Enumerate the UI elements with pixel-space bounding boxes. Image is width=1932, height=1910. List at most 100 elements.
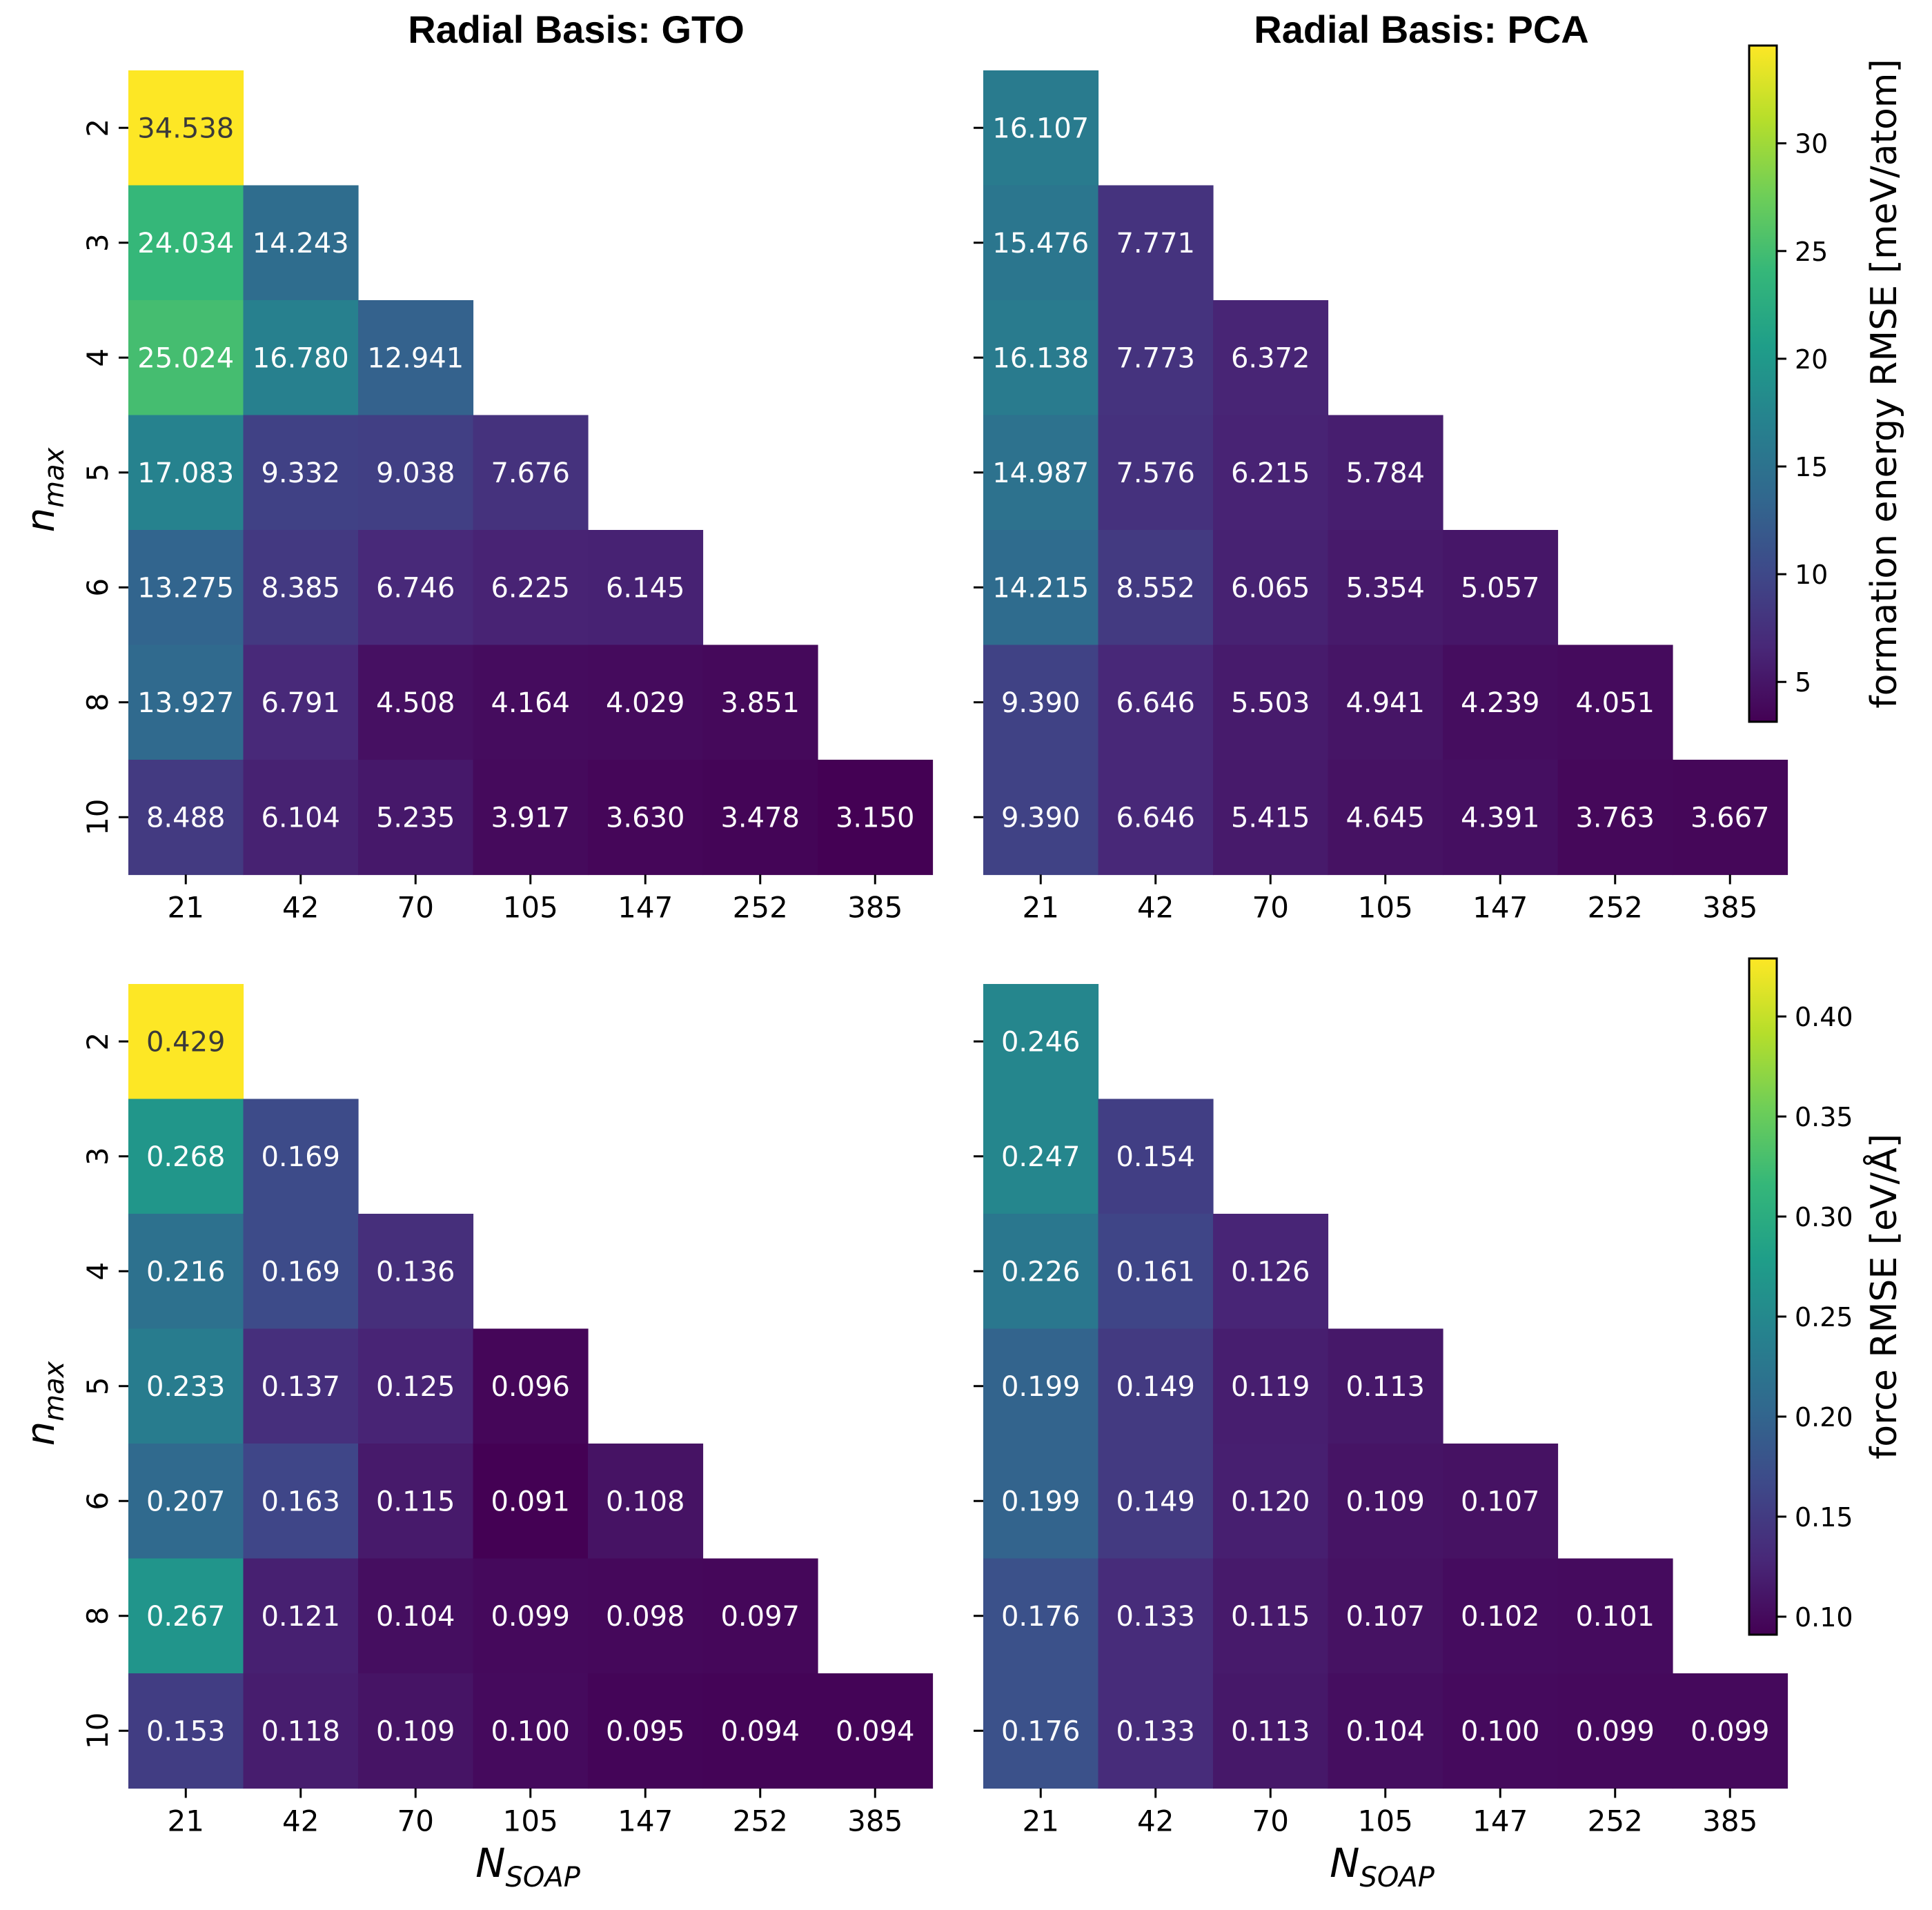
y-tick-label: 4: [81, 1262, 115, 1281]
heatmap-panel-gto-energy: 34.538 24.034 14.243 25.024 16.780 12.941 17.0…: [81, 70, 934, 925]
x-tick-label: 385: [847, 891, 903, 925]
cell-value-label: 6.065: [1231, 572, 1310, 604]
y-axis-label-top-sub: max: [39, 447, 70, 507]
x-axis-label-gto-sub: SOAP: [506, 1862, 581, 1893]
cell-value-label: 0.095: [606, 1715, 685, 1747]
heatmap-cell: [1098, 760, 1214, 876]
cell-value-label: 0.119: [1231, 1371, 1310, 1403]
heatmap-cell: [983, 760, 1099, 876]
cell-value-label: 0.199: [1001, 1486, 1081, 1517]
heatmap-cell: [358, 1558, 474, 1674]
x-tick-label: 252: [1588, 1804, 1643, 1838]
colorbar-force-label: force RMSE [eV/Å]: [1862, 1134, 1905, 1459]
heatmap-cell: [983, 644, 1099, 760]
heatmap-cell: [473, 760, 589, 876]
heatmap-cell: [818, 1673, 934, 1789]
heatmap-cell: [1443, 1444, 1559, 1559]
heatmap-cell: [473, 1558, 589, 1674]
heatmap-cell: [473, 1444, 589, 1559]
cell-value-label: 24.034: [137, 228, 234, 259]
heatmap-cell: [1213, 760, 1329, 876]
heatmap-cell: [1098, 1444, 1214, 1559]
cell-value-label: 3.478: [720, 802, 800, 834]
heatmap-cell: [1328, 1328, 1443, 1444]
y-axis-label-bottom: nmax: [19, 1361, 70, 1446]
cell-value-label: 13.275: [137, 572, 234, 604]
cell-value-label: 3.150: [836, 802, 915, 834]
heatmap-cell: [358, 644, 474, 760]
heatmap-cell: [983, 1099, 1099, 1214]
y-tick-label: 6: [81, 1492, 115, 1510]
cell-value-label: 0.216: [146, 1256, 226, 1288]
cell-value-label: 0.267: [146, 1601, 226, 1633]
panel-title-gto: Radial Basis: GTO: [408, 8, 745, 51]
heatmap-cell: [588, 1673, 704, 1789]
heatmap-cell: [473, 415, 589, 531]
colorbar-tick-label: 0.25: [1795, 1302, 1853, 1332]
cell-value-label: 7.576: [1116, 457, 1195, 489]
heatmap-cell: [243, 185, 359, 301]
heatmap-cell: [473, 644, 589, 760]
cell-value-label: 3.917: [491, 802, 570, 834]
heatmap-cell: [128, 185, 244, 301]
y-axis-label-top: nmax: [19, 447, 70, 532]
colorbar-tick-label: 5: [1795, 667, 1811, 698]
heatmap-cell: [243, 300, 359, 416]
cell-value-label: 0.113: [1231, 1715, 1310, 1747]
y-axis-label-bottom-sub: max: [39, 1361, 70, 1421]
heatmap-cell: [243, 1444, 359, 1559]
heatmap-cell: [128, 1558, 244, 1674]
cell-value-label: 0.429: [146, 1026, 226, 1058]
cell-value-label: 14.243: [253, 228, 349, 259]
heatmap-cell: [1213, 1444, 1329, 1559]
heatmap-cell: [1098, 530, 1214, 646]
cell-value-label: 9.390: [1001, 687, 1081, 719]
heatmap-cell: [358, 760, 474, 876]
y-tick-label: 5: [81, 1377, 115, 1395]
heatmap-cell: [1328, 530, 1443, 646]
y-tick-label: 6: [81, 578, 115, 597]
heatmap-cell: [983, 984, 1099, 1100]
cell-value-label: 0.109: [376, 1715, 455, 1747]
colorbar-tick-label: 25: [1795, 237, 1828, 267]
heatmap-cell: [128, 530, 244, 646]
heatmap-panel-pca-energy: 16.107 15.476 7.771 16.138 7.773 6.372 14.987 7…: [974, 70, 1788, 925]
cell-value-label: 16.107: [992, 112, 1089, 144]
cell-value-label: 0.107: [1346, 1601, 1425, 1633]
y-axis-label-bottom-main: n: [19, 1421, 63, 1446]
cell-value-label: 13.927: [137, 687, 234, 719]
cell-value-label: 0.115: [376, 1486, 455, 1517]
cell-value-label: 0.099: [1690, 1715, 1770, 1747]
y-tick-label: 10: [81, 799, 115, 836]
heatmap-panel-pca-force: 0.246 0.247 0.154 0.226 0.161 0.126 0.199 0.149…: [974, 984, 1788, 1838]
cell-value-label: 0.246: [1001, 1026, 1081, 1058]
heatmap-cell: [1098, 1558, 1214, 1674]
heatmap-cell: [702, 644, 818, 760]
x-tick-label: 21: [168, 1804, 204, 1838]
heatmap-cell: [1328, 1673, 1443, 1789]
heatmap-cell: [358, 415, 474, 531]
heatmap-cell: [243, 1673, 359, 1789]
cell-value-label: 0.097: [720, 1601, 800, 1633]
heatmap-cell: [983, 530, 1099, 646]
cell-value-label: 6.225: [491, 572, 570, 604]
x-tick-label: 147: [618, 891, 673, 925]
cell-value-label: 6.104: [261, 802, 340, 834]
colorbar-tick-label: 30: [1795, 129, 1828, 159]
panel-title-pca: Radial Basis: PCA: [1254, 8, 1589, 51]
heatmap-cell: [702, 1558, 818, 1674]
heatmap-cell: [1557, 760, 1673, 876]
cell-value-label: 0.133: [1116, 1601, 1195, 1633]
colorbar-force: force RMSE [eV/Å] 0.10 0.15 0.20 0.25 0.30 0.…: [1748, 957, 1905, 1636]
heatmap-cell: [473, 1673, 589, 1789]
heatmap-cell: [1213, 644, 1329, 760]
heatmap-cell: [983, 1328, 1099, 1444]
heatmap-cell: [243, 1214, 359, 1330]
colorbar-tick-label: 0.15: [1795, 1502, 1853, 1533]
colorbar-tick-label: 20: [1795, 344, 1828, 375]
heatmap-cell: [1328, 760, 1443, 876]
colorbar-energy-label: formation energy RMSE [meV/atom]: [1864, 59, 1905, 708]
x-tick-label: 70: [1252, 891, 1289, 925]
colorbar-tick-label: 0.10: [1795, 1602, 1853, 1633]
